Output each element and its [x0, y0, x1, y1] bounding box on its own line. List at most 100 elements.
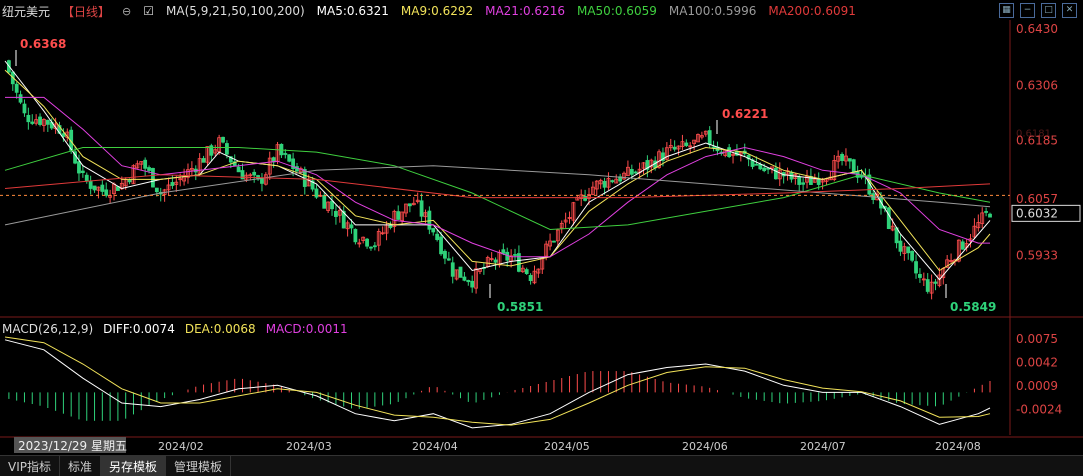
candle-body	[692, 139, 697, 144]
candle-body	[450, 262, 455, 277]
candle-body	[411, 202, 416, 206]
macd-params[interactable]: MACD(26,12,9)	[2, 322, 94, 336]
candle-body	[154, 187, 159, 193]
candle-body	[672, 146, 677, 150]
candle-body	[945, 259, 950, 268]
candle-body	[174, 181, 179, 185]
candle-body	[501, 249, 506, 254]
candle-body	[189, 168, 194, 171]
candle-body	[80, 170, 85, 173]
ma5-value: MA5:0.6321	[316, 4, 389, 18]
fullscreen-icon[interactable]: □	[1041, 3, 1056, 18]
candle-body	[773, 167, 778, 180]
candle-body	[517, 253, 521, 272]
dea-line	[4, 336, 991, 426]
x-axis-label: 2024/04	[412, 440, 458, 453]
candle-body	[513, 254, 517, 256]
candle-body	[921, 278, 926, 281]
candle-body	[38, 116, 42, 125]
candle-body	[92, 185, 97, 191]
candle-body	[544, 243, 549, 257]
candle-body	[201, 158, 206, 163]
candle-body	[205, 146, 210, 163]
candle-body	[454, 269, 459, 280]
candle-body	[633, 171, 638, 174]
candle-body	[847, 158, 852, 162]
candle-body	[976, 222, 981, 229]
x-axis-label: 2024/07	[800, 440, 846, 453]
price-axis-label: 0.5933	[1016, 248, 1058, 262]
candle-body	[610, 180, 615, 183]
candle-body	[30, 121, 35, 124]
settings-circle-icon[interactable]: ⊖	[122, 4, 132, 18]
period-label[interactable]: 【日线】	[62, 4, 111, 19]
candle-body	[349, 224, 354, 229]
candle-body	[851, 159, 856, 174]
x-axis-label: 2024/02	[158, 440, 204, 453]
candle-body	[431, 228, 436, 233]
standard-tab[interactable]: 标准	[60, 456, 102, 476]
ma200-line	[4, 174, 991, 199]
candle-body	[738, 151, 743, 155]
grid-icon[interactable]: ▦	[999, 3, 1014, 18]
minus-icon[interactable]: −	[1020, 3, 1035, 18]
candle-body	[127, 179, 132, 183]
manage-template-tab[interactable]: 管理模板	[166, 456, 232, 476]
candle-body	[805, 176, 809, 183]
candle-body	[754, 163, 759, 166]
ma100-line	[4, 165, 991, 226]
candle-body	[263, 174, 268, 185]
candle-body	[135, 163, 140, 169]
candle-body	[345, 222, 350, 230]
candle-body	[240, 170, 245, 180]
close-icon[interactable]: ✕	[1062, 3, 1077, 18]
candle-body	[664, 147, 669, 160]
x-axis-label: 2024/06	[682, 440, 728, 453]
ma21-line	[5, 96, 990, 258]
candle-body	[287, 154, 292, 162]
checkbox-icon[interactable]: ☑	[143, 4, 155, 18]
symbol-label[interactable]: 纽元美元	[2, 4, 51, 19]
candle-body	[980, 212, 985, 224]
candle-body	[844, 155, 848, 162]
candle-body	[314, 188, 319, 198]
candle-body	[42, 119, 46, 126]
candle-body	[419, 200, 424, 217]
candle-body	[770, 166, 774, 169]
candle-body	[886, 207, 891, 229]
candle-body	[357, 242, 362, 245]
macd-axis-label: 0.0075	[1016, 332, 1058, 346]
candle-body	[458, 266, 463, 278]
candle-body	[334, 211, 338, 217]
candle-body	[937, 274, 942, 286]
macd-header: MACD(26,12,9) DIFF:0.0074 DEA:0.0068 MAC…	[2, 322, 348, 336]
candle-body	[567, 217, 572, 219]
candle-body	[699, 135, 704, 138]
current-price-box	[1011, 204, 1081, 222]
candle-body	[267, 157, 272, 175]
candle-body	[213, 149, 218, 154]
candle-body	[178, 178, 183, 181]
price-axis-label: 0.6430	[1016, 22, 1058, 36]
candle-body	[283, 153, 288, 155]
vip-indicator-tab[interactable]: VIP指标	[0, 456, 60, 476]
save-template-tab[interactable]: 另存模板	[101, 456, 167, 476]
ma21-value: MA21:0.6216	[485, 4, 565, 18]
ma-params[interactable]: MA(5,9,21,50,100,200)	[166, 4, 305, 18]
macd-dea: DEA:0.0068	[184, 322, 256, 336]
candle-body	[489, 258, 494, 260]
candle-body	[758, 163, 763, 170]
price-axis-label: 0.6057	[1016, 192, 1058, 206]
candle-body	[524, 269, 529, 274]
candle-body	[559, 222, 564, 229]
candle-body	[221, 136, 225, 143]
candle-body	[801, 182, 806, 185]
candle-body	[248, 174, 253, 177]
candle-body	[731, 153, 735, 156]
macd-axis-label: -0.0024	[1016, 402, 1062, 416]
candle-body	[727, 147, 732, 158]
candle-body	[762, 167, 767, 172]
candle-body	[583, 196, 587, 201]
candle-body	[696, 134, 700, 143]
